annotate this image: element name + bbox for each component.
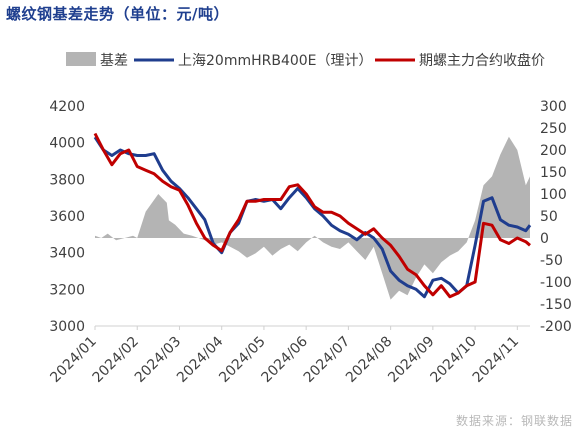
y-right-tick-label: 300 [540, 99, 567, 115]
x-axis: 2024/012024/022024/032024/042024/052024/… [47, 326, 522, 386]
y-axis-left: 3000 3200 3400 3600 3800 4000 4200 [49, 99, 85, 335]
legend-label-0: 基差 [100, 52, 128, 69]
y-axis-right: -200 -150 -100 -50 0 50 100 150 200 250 300 [540, 99, 572, 335]
y-left-tick-label: 3400 [49, 246, 85, 262]
y-left-tick-label: 3600 [49, 209, 85, 225]
x-tick-label: 2024/11 [470, 334, 522, 386]
y-right-tick-label: 150 [540, 165, 567, 181]
y-left-tick-label: 3200 [49, 282, 85, 298]
y-left-tick-label: 4200 [49, 99, 85, 115]
y-right-tick-label: 0 [540, 231, 549, 247]
y-right-tick-label: -100 [540, 275, 572, 291]
y-left-tick-label: 3800 [49, 172, 85, 188]
legend-label-2: 期螺主力合约收盘价 [419, 52, 545, 69]
line-layer [93, 132, 532, 299]
y-right-tick-label: 100 [540, 187, 567, 203]
y-left-tick-label: 4000 [49, 136, 85, 152]
y-right-tick-label: -50 [540, 253, 563, 269]
y-right-tick-label: -200 [540, 319, 572, 335]
legend: 基差 上海20mmHRB400E（理计） 期螺主力合约收盘价 [66, 52, 545, 69]
y-right-tick-label: 200 [540, 143, 567, 159]
series-area-basis [95, 136, 530, 300]
area-layer [95, 136, 530, 300]
y-right-tick-label: 50 [540, 209, 558, 225]
legend-label-1: 上海20mmHRB400E（理计） [178, 53, 373, 69]
legend-swatch-basis [66, 52, 96, 66]
y-right-tick-label: -150 [540, 297, 572, 313]
source-note: 数据来源：钢联数据 [455, 414, 573, 428]
chart-title: 螺纹钢基差走势（单位：元/吨） [6, 5, 229, 23]
series-line-2 [93, 132, 531, 299]
y-right-tick-label: 250 [540, 121, 567, 137]
y-left-tick-label: 3000 [49, 319, 85, 335]
